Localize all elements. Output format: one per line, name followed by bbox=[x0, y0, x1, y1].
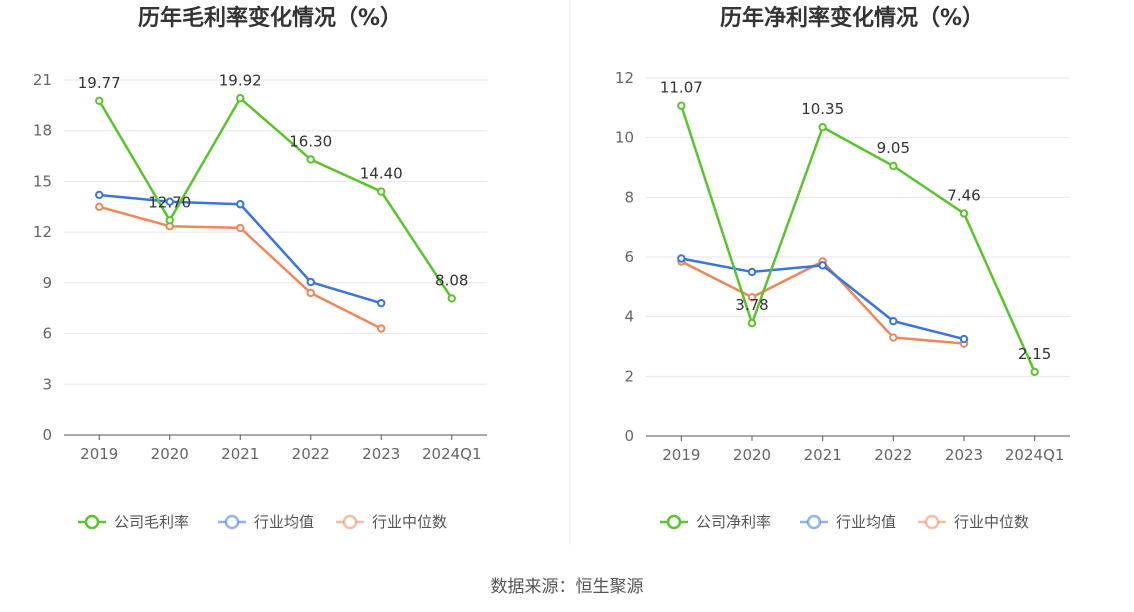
data-point-industry_avg bbox=[818, 261, 827, 270]
data-point-industry_avg bbox=[747, 267, 757, 277]
legend-item-industry_median: 行业中位数 bbox=[918, 513, 1029, 531]
data-point-industry_median bbox=[236, 223, 245, 233]
legend-label: 行业均值 bbox=[254, 513, 314, 531]
legend-item-industry_median: 行业中位数 bbox=[336, 513, 447, 531]
data-point-company bbox=[889, 161, 898, 171]
legend-label: 行业均值 bbox=[836, 513, 896, 531]
data-point-company bbox=[818, 123, 827, 132]
data-point-industry_avg bbox=[306, 277, 315, 287]
data-label: 12.70 bbox=[148, 193, 191, 211]
legend-label: 行业中位数 bbox=[372, 513, 447, 531]
x-tick-label: 2019 bbox=[80, 445, 118, 463]
data-point-industry_avg bbox=[889, 316, 898, 326]
legend-item-industry_avg: 行业均值 bbox=[800, 513, 896, 531]
data-point-industry_avg bbox=[165, 197, 174, 206]
data-point-industry_avg bbox=[677, 254, 686, 263]
legend-swatch-marker bbox=[924, 514, 940, 530]
data-label: 14.40 bbox=[360, 165, 403, 183]
series-line-industry_avg bbox=[681, 257, 965, 341]
y-tick-label: 9 bbox=[42, 274, 52, 292]
y-tick-label: 18 bbox=[33, 122, 52, 140]
x-tick-label: 2020 bbox=[733, 446, 771, 464]
x-tick-label: 2021 bbox=[804, 446, 842, 464]
x-tick-label: 2024Q1 bbox=[422, 445, 482, 463]
y-tick-label: 12 bbox=[615, 69, 634, 87]
chart-title: 历年净利率变化情况（%） bbox=[720, 5, 984, 31]
chart-title: 历年毛利率变化情况（%） bbox=[138, 5, 402, 31]
data-point-industry_median bbox=[889, 333, 898, 342]
data-label: 19.92 bbox=[219, 71, 262, 89]
y-tick-label: 2 bbox=[624, 367, 634, 385]
data-point-company bbox=[677, 101, 686, 110]
data-point-company bbox=[959, 209, 969, 218]
legend-item-company: 公司净利率 bbox=[660, 513, 771, 531]
legend-item-industry_avg: 行业均值 bbox=[218, 513, 314, 531]
legend-label: 公司毛利率 bbox=[114, 513, 189, 531]
y-tick-label: 8 bbox=[624, 188, 634, 206]
series-line-industry_avg bbox=[99, 193, 382, 305]
data-point-company bbox=[747, 319, 757, 328]
series-line-industry_median bbox=[680, 260, 965, 345]
legend-swatch-marker bbox=[342, 514, 358, 530]
y-tick-label: 6 bbox=[624, 248, 634, 266]
data-label: 8.08 bbox=[435, 271, 468, 289]
data-label: 10.35 bbox=[801, 100, 844, 118]
data-point-industry_median bbox=[377, 324, 386, 333]
data-label: 11.07 bbox=[660, 79, 703, 97]
x-tick-label: 2019 bbox=[662, 446, 700, 464]
data-point-industry_avg bbox=[377, 298, 386, 308]
data-label: 7.46 bbox=[947, 186, 980, 204]
y-tick-label: 10 bbox=[615, 129, 634, 147]
data-point-company bbox=[95, 96, 104, 105]
x-tick-label: 2020 bbox=[151, 445, 189, 463]
gross-margin-chart: 历年毛利率变化情况（%） 0 3 6 9 12 15 18 21 2019 2020 2021 202… bbox=[33, 5, 487, 531]
y-tick-label: 6 bbox=[42, 325, 52, 343]
data-point-company bbox=[377, 187, 386, 196]
data-point-industry_avg bbox=[236, 200, 245, 209]
data-point-company bbox=[306, 155, 315, 164]
net-margin-chart: 历年净利率变化情况（%） 0 2 4 6 8 10 12 2019 2020 2021 2022 20… bbox=[615, 5, 1070, 531]
y-tick-label: 15 bbox=[33, 172, 52, 190]
y-tick-label: 3 bbox=[42, 375, 52, 393]
series-line-company bbox=[98, 97, 453, 300]
data-point-company bbox=[165, 216, 174, 225]
legend-swatch-marker bbox=[806, 514, 822, 530]
y-tick-label: 21 bbox=[33, 71, 52, 89]
x-tick-label: 2023 bbox=[945, 446, 983, 464]
x-tick-label: 2023 bbox=[362, 445, 400, 463]
y-tick-label: 4 bbox=[624, 308, 634, 326]
data-point-industry_median bbox=[95, 202, 104, 211]
data-label: 3.78 bbox=[735, 296, 768, 314]
legend-item-company: 公司毛利率 bbox=[78, 513, 189, 531]
x-tick-label: 2022 bbox=[874, 446, 912, 464]
source-note: 数据来源：恒生聚源 bbox=[491, 577, 644, 597]
x-tick-label: 2021 bbox=[221, 445, 259, 463]
data-point-industry_median bbox=[306, 288, 315, 298]
x-tick-label: 2024Q1 bbox=[1005, 446, 1065, 464]
y-tick-label: 0 bbox=[624, 427, 634, 445]
data-label: 19.77 bbox=[78, 74, 121, 92]
x-tick-label: 2022 bbox=[292, 445, 330, 463]
series-line-company bbox=[680, 105, 1036, 373]
data-label: 2.15 bbox=[1018, 345, 1051, 363]
y-tick-label: 0 bbox=[42, 426, 52, 444]
data-label: 9.05 bbox=[877, 139, 910, 157]
legend-swatch-marker bbox=[666, 514, 682, 530]
legend-label: 公司净利率 bbox=[696, 513, 771, 531]
data-point-company bbox=[1030, 367, 1039, 377]
data-point-company bbox=[236, 94, 245, 103]
legend-label: 行业中位数 bbox=[954, 513, 1029, 531]
data-point-industry_avg bbox=[959, 334, 969, 344]
data-point-industry_median bbox=[747, 293, 757, 302]
legend-swatch-marker bbox=[84, 514, 100, 530]
legend-swatch-marker bbox=[224, 514, 240, 530]
data-label: 16.30 bbox=[289, 132, 332, 150]
data-point-industry_avg bbox=[95, 190, 104, 200]
y-tick-label: 12 bbox=[33, 223, 52, 241]
data-point-company bbox=[447, 294, 456, 303]
